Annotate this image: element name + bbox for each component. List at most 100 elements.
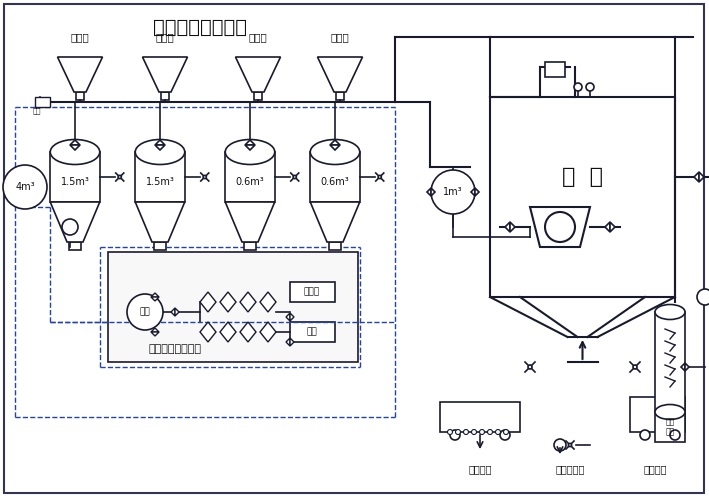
- Polygon shape: [151, 297, 159, 301]
- Text: 湿灰装车: 湿灰装车: [468, 464, 492, 474]
- Text: 四电场: 四电场: [330, 32, 350, 42]
- Circle shape: [450, 430, 460, 440]
- Circle shape: [633, 365, 637, 369]
- Polygon shape: [475, 188, 479, 196]
- Text: 空压机: 空压机: [304, 287, 320, 297]
- Text: 灰  库: 灰 库: [562, 167, 603, 187]
- Bar: [336, 92, 344, 100]
- Polygon shape: [681, 363, 685, 371]
- Polygon shape: [699, 172, 704, 182]
- Polygon shape: [427, 188, 431, 196]
- Polygon shape: [70, 145, 80, 150]
- Circle shape: [479, 429, 484, 434]
- Circle shape: [545, 212, 575, 242]
- Text: 备用: 备用: [306, 328, 318, 336]
- Circle shape: [586, 83, 594, 91]
- Polygon shape: [685, 363, 689, 371]
- Circle shape: [455, 429, 461, 434]
- Circle shape: [447, 429, 452, 434]
- Text: 一电场: 一电场: [71, 32, 89, 42]
- Polygon shape: [70, 140, 80, 145]
- Polygon shape: [220, 322, 236, 342]
- Circle shape: [640, 430, 650, 440]
- Text: 0.6m³: 0.6m³: [320, 177, 350, 187]
- Ellipse shape: [655, 305, 685, 320]
- Polygon shape: [200, 292, 216, 312]
- Polygon shape: [135, 202, 185, 242]
- Polygon shape: [605, 222, 610, 232]
- Polygon shape: [151, 328, 159, 332]
- Polygon shape: [471, 188, 475, 196]
- Polygon shape: [240, 292, 256, 312]
- Text: 1m³: 1m³: [443, 187, 463, 197]
- Text: 压力水进口: 压力水进口: [555, 464, 585, 474]
- Text: 控制: 控制: [33, 108, 41, 114]
- Ellipse shape: [50, 140, 100, 165]
- Circle shape: [697, 289, 709, 305]
- Bar: [108, 252, 358, 362]
- Bar: [440, 402, 520, 432]
- Bar: [50, 152, 100, 202]
- Polygon shape: [311, 202, 359, 242]
- Polygon shape: [50, 202, 100, 242]
- Circle shape: [127, 294, 163, 330]
- Text: 1.5m³: 1.5m³: [145, 177, 174, 187]
- Bar: [76, 92, 84, 100]
- Text: 干灰装车: 干灰装车: [643, 464, 666, 474]
- Polygon shape: [143, 57, 187, 92]
- Text: 三电场: 三电场: [249, 32, 267, 42]
- Bar: [311, 152, 359, 202]
- Circle shape: [488, 429, 493, 434]
- Ellipse shape: [655, 405, 685, 419]
- Ellipse shape: [225, 140, 275, 165]
- Polygon shape: [610, 222, 615, 232]
- Polygon shape: [151, 293, 159, 297]
- Bar: [35, 97, 50, 107]
- Bar: [154, 242, 166, 250]
- Bar: [69, 242, 81, 250]
- Polygon shape: [225, 202, 275, 242]
- Bar: [545, 62, 565, 77]
- Circle shape: [528, 365, 532, 369]
- Polygon shape: [57, 57, 103, 92]
- Polygon shape: [286, 313, 290, 321]
- Polygon shape: [505, 222, 510, 232]
- Polygon shape: [694, 172, 699, 182]
- Circle shape: [503, 429, 508, 434]
- Polygon shape: [260, 322, 276, 342]
- Polygon shape: [235, 57, 281, 92]
- Polygon shape: [171, 308, 175, 316]
- Bar: [655, 414, 685, 442]
- Circle shape: [471, 429, 476, 434]
- Circle shape: [670, 430, 680, 440]
- Polygon shape: [290, 313, 294, 321]
- Polygon shape: [200, 322, 216, 342]
- Polygon shape: [151, 332, 159, 336]
- Circle shape: [574, 83, 582, 91]
- Text: 气力输送供气系统: 气力输送供气系统: [148, 344, 201, 354]
- Polygon shape: [245, 145, 255, 150]
- Polygon shape: [240, 322, 256, 342]
- Polygon shape: [175, 308, 179, 316]
- Circle shape: [554, 439, 566, 451]
- Ellipse shape: [135, 140, 185, 165]
- Circle shape: [3, 165, 47, 209]
- Polygon shape: [155, 145, 165, 150]
- Polygon shape: [530, 207, 590, 247]
- Bar: [290, 322, 335, 342]
- Circle shape: [203, 175, 206, 178]
- Circle shape: [293, 175, 296, 178]
- Polygon shape: [245, 140, 255, 145]
- Circle shape: [464, 429, 469, 434]
- Text: 干灰
装车: 干灰 装车: [665, 417, 675, 437]
- Polygon shape: [431, 188, 435, 196]
- Polygon shape: [510, 222, 515, 232]
- Bar: [490, 97, 675, 297]
- Text: 1.5m³: 1.5m³: [60, 177, 89, 187]
- Text: 总罐: 总罐: [140, 308, 150, 317]
- Circle shape: [431, 170, 475, 214]
- Bar: [244, 242, 256, 250]
- Polygon shape: [220, 292, 236, 312]
- Polygon shape: [330, 145, 340, 150]
- Text: 二电场: 二电场: [155, 32, 174, 42]
